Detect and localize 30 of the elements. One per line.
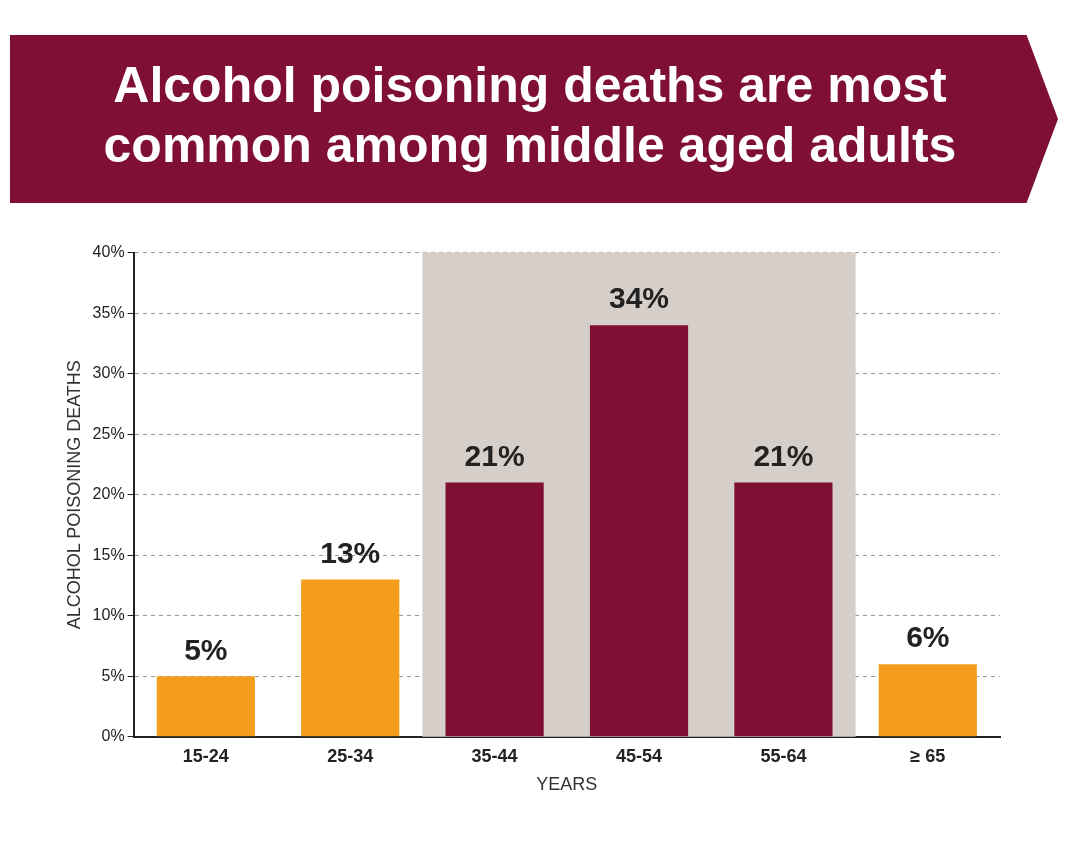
- y-tick-label: 10%: [92, 606, 125, 624]
- bar: [445, 482, 544, 737]
- data-label: 5%: [184, 632, 228, 666]
- y-tick-label: 15%: [92, 545, 125, 563]
- x-tick-label: 35-44: [471, 745, 518, 766]
- bar: [878, 664, 977, 737]
- data-label: 21%: [464, 438, 525, 472]
- bar: [589, 325, 689, 737]
- y-axis-title: ALCOHOL POISONING DEATHS: [63, 360, 84, 630]
- chart-title: Alcohol poisoning deaths are most common among middle aged adults: [102, 56, 958, 175]
- y-tick-label: 5%: [101, 666, 125, 684]
- x-tick-label: 15-24: [182, 745, 229, 766]
- bar: [156, 676, 255, 737]
- y-tick-label: 25%: [92, 424, 125, 442]
- x-axis-title: YEARS: [536, 774, 598, 795]
- data-label: 34%: [608, 281, 670, 315]
- x-tick-label: 25-34: [327, 745, 374, 766]
- data-label: 13%: [320, 535, 381, 569]
- bar: [734, 482, 833, 737]
- x-tick-label: 45-54: [615, 745, 663, 766]
- data-label: 6%: [906, 620, 950, 654]
- x-tick-label: ≥ 65: [910, 745, 946, 766]
- y-tick-label: 20%: [92, 485, 125, 503]
- y-tick-label: 40%: [92, 243, 125, 261]
- y-tick-label: 35%: [92, 303, 125, 321]
- bar: [301, 579, 400, 737]
- y-tick-label: 0%: [101, 727, 125, 745]
- x-tick-label: 55-64: [760, 745, 807, 766]
- data-label: 21%: [753, 438, 814, 472]
- y-tick-label: 30%: [92, 364, 125, 382]
